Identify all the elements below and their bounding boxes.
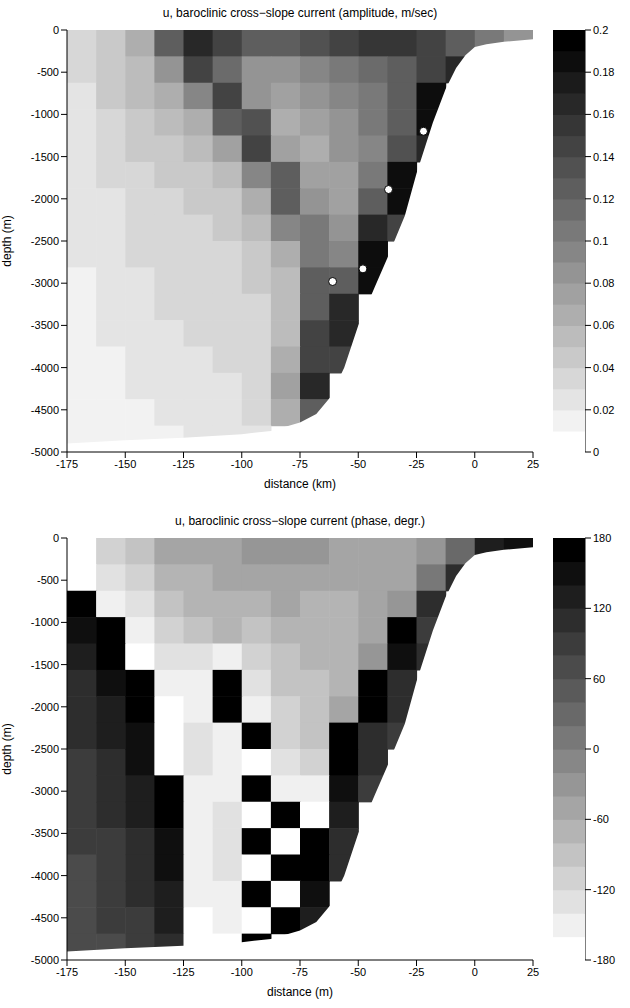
svg-text:0.2: 0.2 — [593, 24, 608, 36]
svg-text:-2500: -2500 — [31, 743, 59, 755]
svg-text:0.16: 0.16 — [593, 108, 614, 120]
svg-text:0: 0 — [472, 458, 478, 470]
svg-text:-5000: -5000 — [31, 954, 59, 966]
svg-text:60: 60 — [593, 673, 605, 685]
svg-text:-1000: -1000 — [31, 616, 59, 628]
svg-text:-3000: -3000 — [31, 277, 59, 289]
svg-text:180: 180 — [593, 532, 611, 544]
svg-text:distance (km): distance (km) — [264, 477, 336, 491]
svg-text:-1000: -1000 — [31, 108, 59, 120]
svg-text:-2500: -2500 — [31, 235, 59, 247]
svg-text:0.18: 0.18 — [593, 66, 614, 78]
svg-text:-4000: -4000 — [31, 362, 59, 374]
svg-text:-100: -100 — [231, 458, 253, 470]
svg-text:0: 0 — [53, 532, 59, 544]
svg-text:-50: -50 — [350, 966, 366, 978]
html-text:u, baroclinic cross−slope curr: u, baroclinic cross−slope current (phase… — [175, 514, 425, 528]
svg-text:0.06: 0.06 — [593, 319, 614, 331]
svg-text:-150: -150 — [114, 458, 136, 470]
svg-text:-75: -75 — [292, 966, 308, 978]
svg-text:-75: -75 — [292, 458, 308, 470]
svg-text:depth (m): depth (m) — [0, 215, 14, 266]
svg-text:-120: -120 — [593, 884, 615, 896]
svg-text:-25: -25 — [409, 966, 425, 978]
svg-text:-175: -175 — [56, 966, 78, 978]
svg-text:0.1: 0.1 — [593, 235, 608, 247]
svg-text:-3000: -3000 — [31, 785, 59, 797]
svg-text:0.14: 0.14 — [593, 151, 614, 163]
svg-text:depth (m): depth (m) — [0, 723, 14, 774]
svg-text:-4500: -4500 — [31, 912, 59, 924]
svg-text:120: 120 — [593, 602, 611, 614]
svg-text:-3500: -3500 — [31, 319, 59, 331]
svg-text:-125: -125 — [172, 966, 194, 978]
svg-text:-4500: -4500 — [31, 404, 59, 416]
svg-text:0: 0 — [53, 24, 59, 36]
svg-text:25: 25 — [527, 966, 539, 978]
svg-text:-4000: -4000 — [31, 870, 59, 882]
svg-text:-60: -60 — [593, 813, 609, 825]
svg-text:-2000: -2000 — [31, 193, 59, 205]
svg-text:0.08: 0.08 — [593, 277, 614, 289]
svg-text:-180: -180 — [593, 954, 615, 966]
svg-text:0: 0 — [593, 743, 599, 755]
svg-text:-3500: -3500 — [31, 827, 59, 839]
svg-text:-150: -150 — [114, 966, 136, 978]
svg-text:-25: -25 — [409, 458, 425, 470]
svg-text:-125: -125 — [172, 458, 194, 470]
svg-text:-500: -500 — [37, 66, 59, 78]
svg-text:0.02: 0.02 — [593, 404, 614, 416]
svg-text:-50: -50 — [350, 458, 366, 470]
svg-text:-2000: -2000 — [31, 701, 59, 713]
svg-text:-175: -175 — [56, 458, 78, 470]
svg-text:-500: -500 — [37, 574, 59, 586]
html-text:u, baroclinic cross−slope curr: u, baroclinic cross−slope current (ampli… — [162, 6, 438, 20]
svg-text:0.12: 0.12 — [593, 193, 614, 205]
svg-text:-100: -100 — [231, 966, 253, 978]
svg-text:-1500: -1500 — [31, 151, 59, 163]
svg-text:25: 25 — [527, 458, 539, 470]
svg-text:0: 0 — [472, 966, 478, 978]
svg-text:distance (m): distance (m) — [267, 985, 333, 999]
svg-text:-5000: -5000 — [31, 446, 59, 458]
svg-text:0: 0 — [593, 446, 599, 458]
svg-text:0.04: 0.04 — [593, 362, 614, 374]
svg-text:-1500: -1500 — [31, 659, 59, 671]
